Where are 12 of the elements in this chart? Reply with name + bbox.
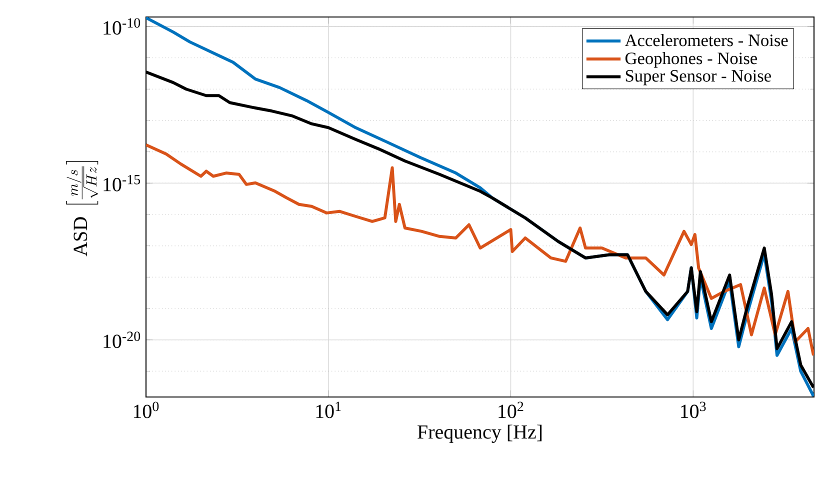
x-axis-title: Frequency [Hz] <box>418 424 542 443</box>
legend-label: Super Sensor - Noise <box>626 70 771 86</box>
x-tick-label: 10$^{2}$ <box>498 402 524 418</box>
y-axis-title: $\mathrm{ASD}\;\left[\frac{m/s}{\sqrt{Hz}}\right]$ <box>66 160 98 256</box>
x-tick-label: 10$^{0}$ <box>134 402 159 418</box>
legend-label: Accelerometers - Noise <box>624 34 788 46</box>
y-tick-label: 10$^{-15}$ <box>104 174 140 192</box>
y-tick-label: 10$^{-20}$ <box>104 332 140 348</box>
legend-label: Geophones - Noise <box>625 52 757 68</box>
x-tick-label: 10$^{1}$ <box>316 402 341 418</box>
x-tick-label: 10$^{3}$ <box>681 402 706 418</box>
y-tick-label: 10$^{-10}$ <box>104 18 140 35</box>
